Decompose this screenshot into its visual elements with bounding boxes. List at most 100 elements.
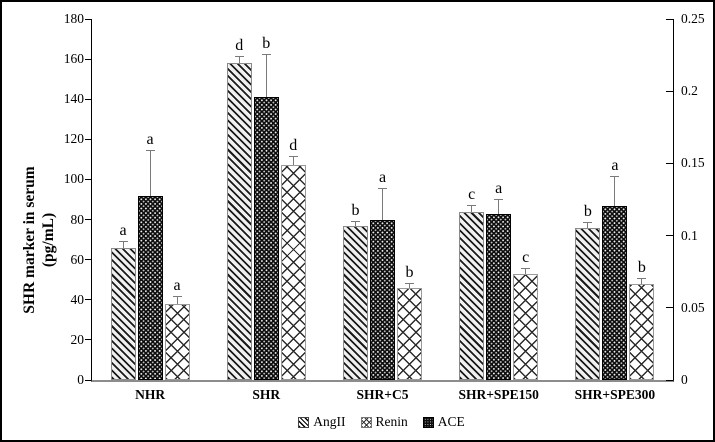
plot-area: 180 160 140 120 100 80 60 40 20 0 0.25 0.2 0.15 0.1 0.…	[64, 11, 705, 402]
sig-letter: a	[119, 221, 127, 239]
y-axis-left-tick	[85, 138, 91, 140]
sig-letter: b	[351, 201, 360, 219]
y-axis-left-tick	[85, 299, 91, 301]
sig-letter: d	[235, 37, 244, 55]
bar-renin-nhr	[164, 303, 190, 380]
error-bar-cap	[261, 54, 271, 56]
y-axis-left-tick-label: 60	[70, 251, 85, 267]
y-axis-left-tick	[85, 339, 91, 341]
error-bar-cap	[378, 188, 387, 190]
error-bar-cap	[583, 221, 593, 223]
error-bar	[265, 55, 267, 98]
x-category-label: SHR+SPE300	[574, 387, 656, 402]
y-axis-left-tick	[85, 58, 91, 60]
y-axis-left-tick-label: 0	[77, 372, 84, 387]
bar-angii-shr	[226, 63, 252, 380]
sig-letter: b	[405, 263, 414, 281]
y-axis-title-line1: SHR marker in serum	[21, 166, 38, 314]
bar-renin-shr	[280, 165, 306, 380]
y-axis-right-tick-label: 0.15	[681, 155, 705, 171]
error-bar-cap	[145, 150, 155, 152]
bar-ace-nhr	[137, 195, 163, 380]
y-axis-left-tick-label: 120	[63, 131, 84, 147]
error-bar	[238, 57, 240, 64]
error-bar-cap	[172, 295, 182, 297]
error-bar	[641, 278, 643, 284]
sig-letter: a	[611, 157, 619, 175]
error-bar-cap	[351, 220, 360, 222]
sig-letter: a	[378, 169, 387, 187]
error-bar-cap	[118, 240, 128, 242]
sig-letter: b	[637, 258, 646, 276]
error-bar-cap	[610, 176, 620, 178]
bar-renin-shr-c5	[397, 287, 422, 380]
y-axis-left-tick	[85, 259, 91, 261]
sig-letter: d	[289, 137, 298, 155]
y-axis-left-tick	[85, 219, 91, 221]
x-category-label: SHR	[252, 387, 281, 402]
y-axis-right-tick	[666, 162, 673, 164]
error-bar-cap	[234, 56, 244, 58]
ace-legend-marker-icon	[422, 416, 434, 428]
bar-ace-shr-c5	[370, 219, 395, 380]
bar-angii-shr-spe300	[575, 227, 601, 380]
chart-legend: AngII Renin ACE	[91, 414, 672, 430]
y-axis-right-tick-label: 0.2	[681, 83, 698, 99]
error-bar	[122, 241, 124, 248]
x-category-label: SHR+C5	[356, 387, 409, 402]
error-bar	[587, 222, 589, 228]
y-axis-left-tick-label: 160	[63, 51, 84, 67]
error-bar	[176, 296, 178, 304]
y-axis-right-tick-label: 0.05	[681, 299, 705, 315]
error-bar-cap	[494, 198, 504, 200]
y-axis-left-tick-label: 180	[63, 11, 84, 26]
y-axis-right-tick	[666, 18, 673, 20]
y-axis-right-tick-label: 0.1	[681, 227, 698, 243]
y-axis-right-tick	[666, 235, 673, 237]
y-axis-right-tick	[666, 90, 673, 92]
bar-renin-shr-spe300	[629, 283, 655, 380]
y-axis-left-tick-label: 80	[70, 211, 85, 227]
error-bar-cap	[288, 156, 298, 158]
y-axis-right-tick-label: 0.25	[681, 11, 705, 26]
error-bar	[149, 151, 151, 196]
sig-letter: b	[583, 202, 592, 220]
y-axis-left-tick	[85, 379, 91, 381]
bar-angii-shr-c5	[343, 225, 368, 380]
y-axis-right-tick	[666, 307, 673, 309]
y-axis-left-tick-label: 20	[70, 331, 85, 347]
y-axis-left-tick-label: 100	[63, 171, 84, 187]
x-category-label: NHR	[135, 387, 166, 402]
y-axis-left-tick	[85, 98, 91, 100]
error-bar-cap	[467, 204, 477, 206]
legend-item-ace: ACE	[422, 414, 465, 430]
error-bar	[382, 189, 383, 220]
angii-legend-marker-icon	[298, 416, 310, 428]
error-bar-cap	[637, 277, 647, 279]
error-bar	[614, 177, 616, 206]
legend-label: AngII	[313, 414, 346, 429]
bar-angii-shr-spe150	[459, 211, 485, 380]
y-axis-left-tick	[85, 178, 91, 180]
legend-item-renin: Renin	[360, 414, 408, 430]
sig-letter: a	[146, 131, 154, 149]
legend-label: ACE	[437, 414, 465, 429]
sig-letter: b	[262, 35, 271, 53]
sig-letter: a	[495, 179, 503, 197]
error-bar	[498, 199, 500, 214]
sig-letter: c	[468, 185, 476, 203]
legend-label: Renin	[375, 414, 408, 429]
y-axis-right-tick-label: 0	[681, 372, 688, 387]
bar-renin-shr-spe150	[513, 273, 539, 380]
x-category-label: SHR+SPE150	[458, 387, 539, 402]
error-bar	[292, 157, 294, 166]
bar-ace-shr-spe300	[602, 205, 628, 380]
bar-angii-nhr	[110, 247, 136, 380]
sig-letter: a	[173, 276, 181, 294]
y-axis-left-tick	[85, 18, 91, 20]
error-bar	[355, 221, 356, 226]
renin-legend-marker-icon	[360, 416, 372, 428]
y-axis-right-tick	[666, 379, 673, 381]
y-axis-left-tick-label: 40	[70, 291, 85, 307]
